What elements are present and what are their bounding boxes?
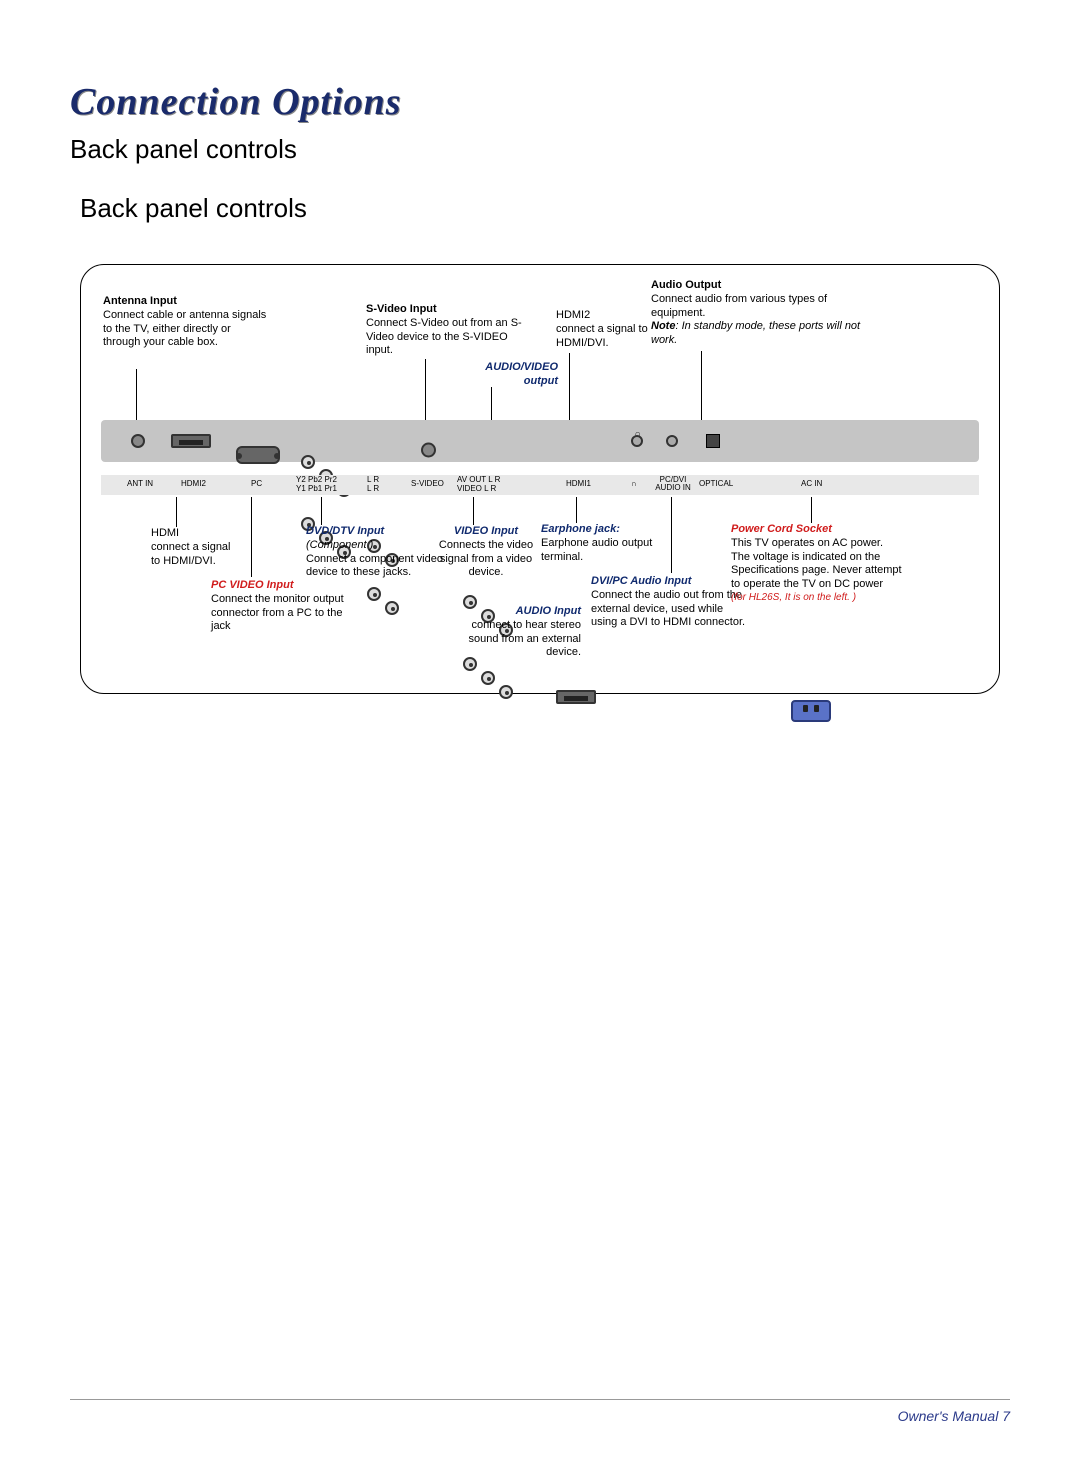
callout-heading: S-Video Input	[366, 303, 531, 317]
port-label: Y2 Pb2 Pr2	[296, 475, 337, 484]
callout-video-input: VIDEO Input Connects the video signal fr…	[436, 525, 536, 580]
callout-body: This TV operates on AC power. The voltag…	[731, 537, 906, 592]
callout-dvi-pc-audio: DVI/PC Audio Input Connect the audio out…	[591, 575, 751, 630]
rca-connector-icon	[499, 685, 513, 699]
callout-sub: (Component )	[306, 539, 446, 553]
rca-connector-icon	[481, 671, 495, 685]
callout-heading: DVI/PC Audio Input	[591, 575, 751, 589]
leader-line	[576, 497, 577, 523]
callout-heading: Power Cord Socket	[731, 523, 906, 537]
port-label: AC IN	[801, 479, 822, 488]
leader-line	[251, 497, 252, 577]
callout-body: Connect the audio out from the external …	[591, 589, 751, 630]
port-label: Y1 Pb1 Pr1	[296, 484, 337, 493]
callout-body: Connect the monitor output connector fro…	[211, 593, 356, 634]
callout-audio-input: AUDIO Input connect to hear stereo sound…	[451, 605, 581, 660]
callout-body: Earphone audio output terminal.	[541, 537, 656, 565]
callout-heading: AUDIO Input	[451, 605, 581, 619]
callout-av-output: AUDIO/VIDEO output	[453, 361, 558, 389]
leader-line	[671, 497, 672, 573]
leader-line	[321, 497, 322, 525]
rca-connector-icon	[385, 601, 399, 615]
page-title: Connection Options	[70, 80, 1010, 124]
callout-heading: Antenna Input	[103, 295, 268, 309]
port-label: PC	[251, 479, 262, 488]
hdmi2-connector-icon	[171, 434, 211, 448]
callout-heading: AUDIO/VIDEO output	[485, 361, 558, 387]
back-panel-diagram: Antenna Input Connect cable or antenna s…	[80, 264, 1000, 694]
leader-line	[811, 497, 812, 523]
callout-svideo: S-Video Input Connect S-Video out from a…	[366, 303, 531, 358]
port-label: HDMI2	[181, 479, 206, 488]
port-label: ∩	[631, 479, 637, 488]
subtitle-plain: Back panel controls	[80, 193, 1010, 224]
callout-power-cord: Power Cord Socket This TV operates on AC…	[731, 523, 906, 604]
callout-heading: VIDEO Input	[436, 525, 536, 539]
headphone-connector-icon	[631, 435, 643, 447]
callout-heading: PC VIDEO Input	[211, 579, 356, 593]
leader-line	[701, 351, 702, 427]
port-label: L R	[367, 475, 379, 484]
hdmi1-connector-icon	[556, 690, 596, 704]
svideo-connector-icon	[421, 443, 436, 458]
callout-body: Connect S-Video out from an S-Video devi…	[366, 317, 531, 358]
port-label-strip: ANT IN HDMI2 PC Y2 Pb2 Pr2 Y1 Pb1 Pr1 L …	[101, 475, 979, 495]
ac-in-connector-icon	[791, 700, 831, 722]
callout-note: Note: In standby mode, these ports will …	[651, 320, 861, 348]
callout-body: connect to hear stereo sound from an ext…	[451, 619, 581, 660]
callout-note-red: (for HL26S, It is on the left. )	[731, 592, 906, 605]
port-label: L R	[367, 484, 379, 493]
subtitle-shadowed: Back panel controls	[70, 134, 1010, 165]
leader-line	[425, 359, 426, 427]
leader-line	[176, 497, 177, 527]
callout-body: HDMI connect a signal to HDMI/DVI.	[151, 527, 231, 568]
port-label: OPTICAL	[699, 479, 733, 488]
port-label: VIDEO L R	[457, 484, 496, 493]
callout-body: Connect a component video device to thes…	[306, 553, 446, 581]
callout-body: Connects the video signal from a video d…	[436, 539, 536, 580]
callout-hdmi-bottom: HDMI connect a signal to HDMI/DVI.	[151, 527, 231, 568]
port-label: S-VIDEO	[411, 479, 444, 488]
callout-antenna: Antenna Input Connect cable or antenna s…	[103, 295, 268, 350]
port-label: ANT IN	[127, 479, 153, 488]
audio-in-connector-icon	[666, 435, 678, 447]
callout-body: Connect audio from various types of equi…	[651, 293, 861, 321]
leader-line	[569, 353, 570, 425]
callout-audio-output: Audio Output Connect audio from various …	[651, 279, 861, 348]
vga-connector-icon	[236, 446, 280, 464]
callout-dvd-dtv: DVD/DTV Input (Component ) Connect a com…	[306, 525, 446, 580]
callout-earphone: Earphone jack: Earphone audio output ter…	[541, 523, 656, 564]
port-label: AV OUT L R	[457, 475, 500, 484]
callout-heading: DVD/DTV Input	[306, 525, 446, 539]
rca-connector-icon	[301, 455, 315, 469]
callout-pc-video: PC VIDEO Input Connect the monitor outpu…	[211, 579, 356, 634]
port-label: PC/DVI AUDIO IN	[653, 476, 693, 492]
leader-line	[473, 497, 474, 525]
port-label: HDMI1	[566, 479, 591, 488]
callout-body: Connect cable or antenna signals to the …	[103, 309, 268, 350]
callout-heading: Audio Output	[651, 279, 861, 293]
antenna-connector-icon	[131, 434, 145, 448]
page-footer: Owner's Manual 7	[70, 1399, 1010, 1424]
optical-connector-icon	[706, 434, 720, 448]
connector-strip	[101, 420, 979, 462]
rca-connector-icon	[367, 587, 381, 601]
callout-heading: Earphone jack:	[541, 523, 656, 537]
